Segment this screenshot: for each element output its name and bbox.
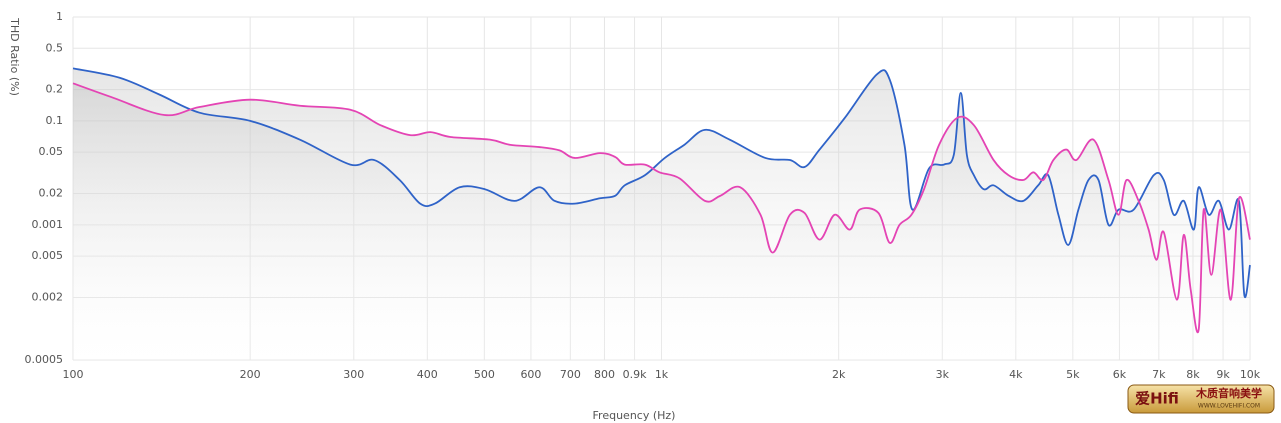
area-fill xyxy=(73,83,1250,360)
logo-slogan: 木质音响美学 xyxy=(1195,386,1262,400)
x-tick-label: 500 xyxy=(474,368,495,381)
y-tick-label: 0.0005 xyxy=(25,353,64,366)
x-tick-label: 4k xyxy=(1009,368,1023,381)
x-tick-label: 8k xyxy=(1186,368,1200,381)
series-line xyxy=(72,82,1251,334)
y-tick-label: 0.1 xyxy=(46,114,64,127)
x-tick-label: 200 xyxy=(240,368,261,381)
logo-url: WWW.LOVEHIFI.COM xyxy=(1198,403,1260,410)
logo: 爱Hifi 木质音响美学 WWW.LOVEHIFI.COM xyxy=(1127,384,1275,414)
x-tick-label: 300 xyxy=(343,368,364,381)
x-tick-label: 5k xyxy=(1066,368,1080,381)
x-tick-label: 6k xyxy=(1113,368,1127,381)
lines xyxy=(72,67,1251,334)
x-tick-label: 1k xyxy=(655,368,669,381)
y-tick-label: 0.05 xyxy=(39,145,64,158)
x-tick-label: 600 xyxy=(520,368,541,381)
x-tick-label: 9k xyxy=(1216,368,1230,381)
y-tick-label: 0.001 xyxy=(32,218,64,231)
logo-brand: 爱Hifi xyxy=(1135,390,1179,408)
x-tick-label: 800 xyxy=(594,368,615,381)
y-tick-label: 0.5 xyxy=(46,41,64,54)
series-line xyxy=(72,67,1251,299)
x-tick-label: 2k xyxy=(832,368,846,381)
y-axis-title: THD Ratio (%) xyxy=(8,17,21,96)
x-tick-label: 700 xyxy=(560,368,581,381)
y-tick-label: 0.02 xyxy=(39,187,64,200)
y-tick-label: 0.2 xyxy=(46,83,64,96)
x-tick-label: 7k xyxy=(1152,368,1166,381)
x-tick-label: 400 xyxy=(417,368,438,381)
x-axis-title: Frequency (Hz) xyxy=(593,409,676,422)
x-tick-label: 0.9k xyxy=(623,368,647,381)
y-tick-label: 1 xyxy=(56,10,63,23)
y-tick-label: 0.005 xyxy=(32,249,64,262)
x-tick-label: 10k xyxy=(1240,368,1261,381)
x-tick-label: 3k xyxy=(936,368,950,381)
labels: 1 0.5 0.2 0.1 0.05 0.02 0.001 0.005 0.002 0.0005 1… xyxy=(25,10,1261,381)
logo-badge xyxy=(1127,384,1275,414)
x-tick-label: 100 xyxy=(63,368,84,381)
y-tick-label: 0.002 xyxy=(32,290,64,303)
